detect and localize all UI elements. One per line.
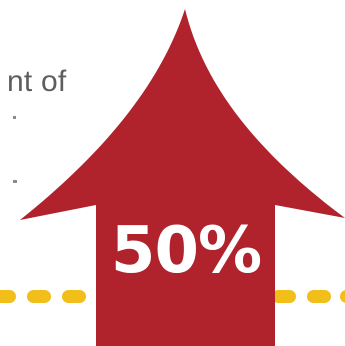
text-remnant — [13, 116, 16, 119]
dot — [272, 290, 296, 303]
dot — [62, 290, 86, 303]
text-remnant — [13, 180, 17, 183]
dot — [0, 290, 16, 303]
dot — [340, 290, 345, 303]
percent-label: 50% — [110, 214, 262, 288]
dot — [307, 290, 331, 303]
caption-text-fragment: nt of — [7, 65, 67, 98]
dot — [27, 290, 51, 303]
